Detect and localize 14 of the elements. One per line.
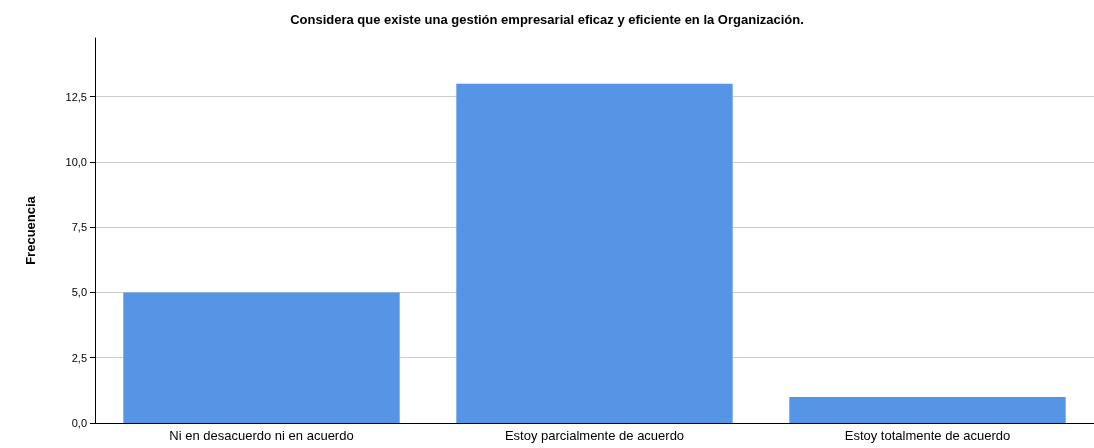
chart-title: Considera que existe una gestión empresarial eficaz y eficiente en la Organización. — [290, 12, 804, 27]
y-tick-label: 12,5 — [65, 90, 87, 103]
bar — [123, 292, 400, 423]
y-tick-label: 5,0 — [71, 286, 87, 299]
x-tick-label: Estoy totalmente de acuerdo — [844, 428, 1011, 443]
y-tick-label: 2,5 — [71, 351, 87, 364]
x-tick-label: Ni en desacuerdo ni en acuerdo — [169, 428, 354, 443]
y-tick-label: 7,5 — [71, 221, 87, 234]
bar — [456, 83, 733, 423]
x-tick-label: Estoy parcialmente de acuerdo — [504, 428, 685, 443]
y-tick-label: 0,0 — [71, 417, 87, 429]
y-axis-title: Frecuencia — [23, 195, 38, 265]
y-tick-label: 10,0 — [65, 155, 87, 168]
bar — [789, 396, 1066, 423]
